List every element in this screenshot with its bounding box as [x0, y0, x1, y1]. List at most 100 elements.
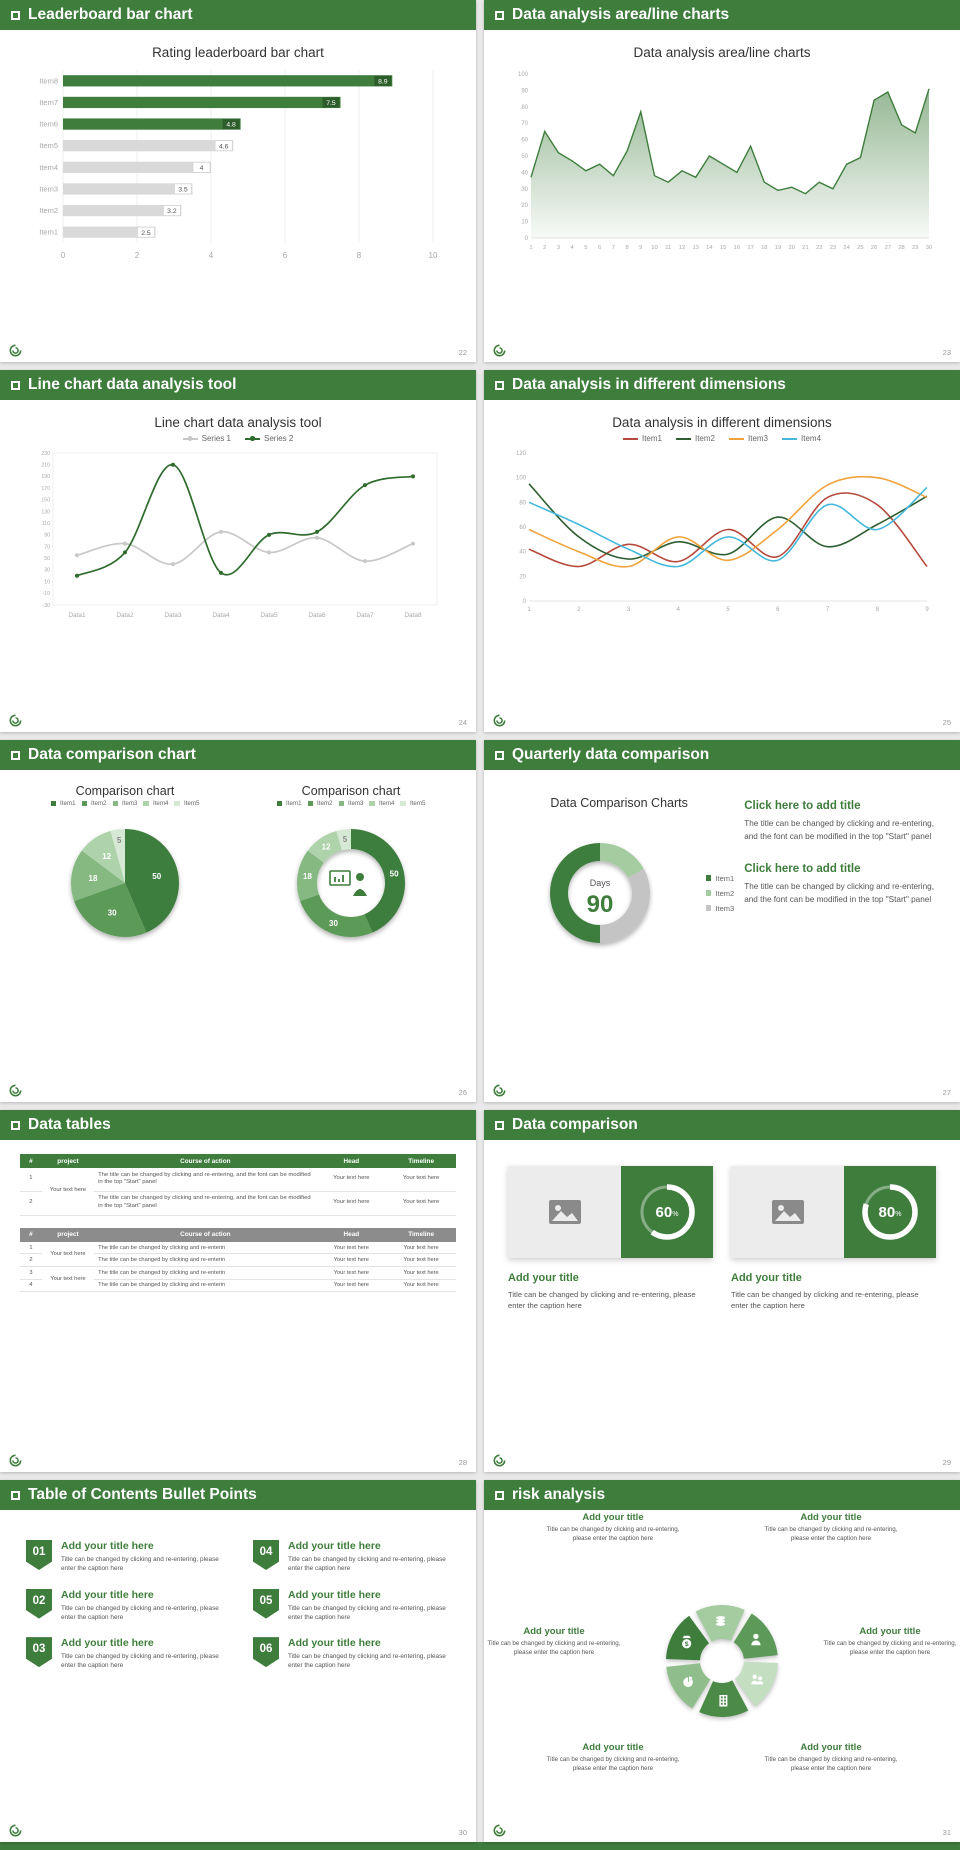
chart-legend: Item1 Item2 Item3 Item4 Item5 [12, 800, 238, 807]
multi-line-chart: 0 20 40 60 80 100 120 1 2 3 4 5 6 7 8 9 [516, 451, 929, 613]
svg-text:120: 120 [516, 451, 527, 457]
legend-item: Item3 [729, 434, 768, 443]
legend-item: Item4 [782, 434, 821, 443]
toc-item-06: 06 Add your title here Title can be change… [253, 1637, 450, 1671]
svg-text:40: 40 [519, 550, 526, 556]
toc-number-badge: 02 [26, 1588, 52, 1619]
toc-item-02: 02 Add your title here Title can be change… [26, 1588, 223, 1623]
footer-logo-icon [9, 1824, 22, 1837]
risk-item-caption: Title can be changed by clicking and re-… [823, 1640, 957, 1656]
slide-header: Leaderboard bar chart [0, 0, 476, 30]
risk-item-title: Add your title [859, 1626, 921, 1637]
toc-number-badge: 05 [253, 1588, 279, 1619]
svg-text:2: 2 [135, 251, 140, 260]
svg-text:5: 5 [584, 245, 587, 251]
svg-text:4: 4 [200, 165, 204, 172]
pie-chart: 50 30 18 12 5 [71, 829, 179, 937]
svg-text:90: 90 [587, 891, 614, 918]
svg-text:Item7: Item7 [39, 98, 58, 107]
svg-text:19: 19 [775, 245, 781, 251]
page-number: 27 [942, 1088, 951, 1097]
square-bullet-icon [495, 10, 504, 20]
slide-leaderboard-bar-chart[interactable]: Leaderboard bar chart Rating leaderboard… [0, 0, 476, 362]
slide-header: Data tables [0, 1110, 476, 1140]
svg-text:Data6: Data6 [308, 612, 326, 619]
svg-text:170: 170 [41, 486, 50, 492]
svg-text:10: 10 [44, 579, 50, 585]
svg-text:0: 0 [523, 599, 527, 605]
chart-legend: Series 1 Series 2 [0, 434, 476, 443]
table-cell: 2 [20, 1253, 42, 1268]
svg-text:4.8: 4.8 [226, 122, 236, 129]
table-cell: The title can be changed by clicking and… [94, 1253, 317, 1268]
risk-diagram-container: $ Add your title Title can be changed by … [484, 1510, 960, 1842]
square-bullet-icon [11, 1490, 20, 1500]
svg-text:50: 50 [44, 556, 50, 562]
risk-item-people: Add your title Title can be changed by cl… [822, 1626, 958, 1657]
slide-risk-analysis[interactable]: risk analysis $ Add your title Title can … [484, 1480, 960, 1842]
square-bullet-icon [11, 10, 20, 20]
risk-item-title: Add your title [800, 1512, 862, 1523]
svg-text:40: 40 [521, 170, 528, 176]
legend-item: Item3 [112, 800, 137, 807]
risk-item-caption: Title can be changed by clicking and re-… [487, 1640, 621, 1656]
toc-item-title: Add your title here [61, 1540, 154, 1552]
bottom-green-bar [0, 1842, 960, 1850]
legend-item: Item5 [400, 800, 425, 807]
svg-text:24: 24 [843, 245, 850, 251]
svg-text:8: 8 [625, 245, 628, 251]
slide-header-title: Data comparison [512, 1116, 638, 1133]
footer-logo-icon [493, 1824, 506, 1837]
risk-item-money-bag: Add your title Title can be changed by cl… [538, 1512, 688, 1543]
chart-title: Data analysis area/line charts [633, 45, 811, 60]
slide-footer: 24 [9, 714, 467, 727]
slide-line-chart-tool[interactable]: Line chart data analysis tool Line chart… [0, 370, 476, 732]
slide-data-comparison-cards[interactable]: Data comparison 60% [484, 1110, 960, 1472]
block-title: Click here to add title [744, 863, 861, 876]
svg-text:60: 60 [519, 525, 526, 531]
toc-item-title: Add your title here [61, 1637, 154, 1650]
svg-text:100: 100 [516, 476, 527, 482]
legend-item: Series 2 [245, 434, 293, 443]
table-cell: 4 [20, 1279, 42, 1293]
svg-text:28: 28 [898, 245, 904, 251]
toc-item-04: 04 Add your title here Title can be change… [253, 1540, 450, 1574]
svg-text:18: 18 [89, 874, 98, 883]
chart-legend: Item1 Item2 Item3 [705, 874, 734, 913]
legend-item: Item2 [705, 889, 734, 898]
risk-item-title: Add your title [582, 1742, 644, 1753]
slide-different-dimensions[interactable]: Data analysis in different dimensions Da… [484, 370, 960, 732]
table-cell: The title can be changed by clicking and… [94, 1191, 317, 1216]
svg-text:Data1: Data1 [68, 612, 86, 619]
toc-item-caption: Title can be changed by clicking and re-… [61, 1556, 219, 1573]
square-bullet-icon [495, 1490, 504, 1500]
svg-text:30: 30 [44, 568, 50, 574]
chart-legend: Item1 Item2 Item3 Item4 Item5 [238, 800, 464, 807]
page-number: 25 [942, 718, 951, 727]
card-caption: Title can be changed by clicking and re-… [731, 1290, 919, 1311]
slide-area-line-charts[interactable]: Data analysis area/line charts Data anal… [484, 0, 960, 362]
slide-data-tables[interactable]: Data tables # project Course of action Head… [0, 1110, 476, 1472]
card-title: Add your title [508, 1272, 579, 1284]
data-table-2: # project Course of action Head Timeline 1 You… [20, 1227, 456, 1293]
svg-text:16: 16 [734, 245, 740, 251]
progress-ring-80: 80% [862, 1184, 918, 1240]
slide-footer: 22 [9, 344, 467, 357]
svg-text:5: 5 [117, 836, 122, 845]
slide-footer: 27 [493, 1084, 951, 1097]
svg-text:8.9: 8.9 [378, 78, 388, 85]
slide-quarterly-data-comparison[interactable]: Quarterly data comparison Data Compariso… [484, 740, 960, 1102]
card-title: Add your title [731, 1272, 802, 1284]
table-cell: The title can be changed by clicking and… [94, 1241, 317, 1255]
svg-text:6: 6 [283, 251, 288, 260]
page-number: 22 [458, 348, 467, 357]
legend-item: Item2 [675, 434, 715, 443]
chart-title: Data Comparison Charts [550, 796, 688, 810]
svg-text:5: 5 [726, 607, 730, 613]
slide-data-comparison-chart[interactable]: Data comparison chart Comparison chart I… [0, 740, 476, 1102]
line-chart: 230 210 190 170 150 130 110 90 70 50 30 10 -10 -30 Dat… [41, 451, 438, 619]
slide-toc-bullet-points[interactable]: Table of Contents Bullet Points 01 Add yo… [0, 1480, 476, 1842]
square-bullet-icon [495, 380, 504, 390]
